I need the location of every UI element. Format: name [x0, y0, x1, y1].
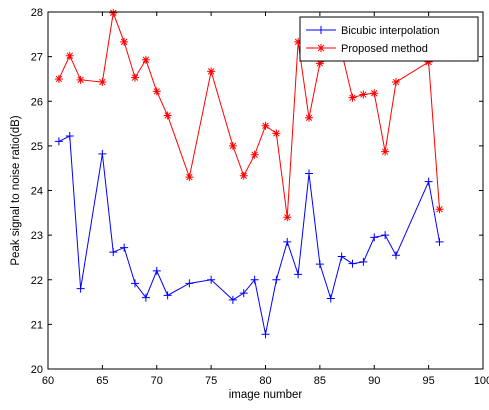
data-point — [348, 259, 357, 268]
data-point — [228, 295, 237, 304]
data-point — [283, 237, 292, 246]
data-point — [120, 37, 129, 46]
data-point — [207, 275, 216, 284]
y-tick-label: 23 — [31, 230, 43, 242]
data-point — [294, 37, 303, 46]
x-axis-label: image number — [229, 389, 303, 401]
legend-box — [299, 16, 479, 62]
data-point — [261, 121, 270, 130]
x-tick-label: 65 — [96, 375, 108, 387]
data-point — [261, 330, 270, 339]
x-tick-label: 75 — [205, 375, 217, 387]
x-tick-label: 95 — [423, 375, 435, 387]
data-point — [120, 243, 129, 252]
data-point — [207, 67, 216, 76]
x-tick-label: 70 — [151, 375, 163, 387]
data-point — [163, 291, 172, 300]
data-point — [424, 57, 433, 66]
data-point — [381, 147, 390, 156]
x-tick-label: 100 — [474, 375, 489, 387]
series-bicubic — [54, 132, 444, 339]
data-point — [294, 270, 303, 279]
data-point — [424, 177, 433, 186]
data-point — [392, 251, 400, 260]
x-tick-label: 90 — [368, 375, 380, 387]
y-axis-label: Peak signal to noise ratio(dB) — [10, 115, 22, 265]
legend: Bicubic interpolation Proposed method — [299, 16, 479, 62]
series-proposed — [54, 8, 444, 222]
data-point — [305, 113, 313, 122]
plot-area — [48, 12, 483, 369]
data-point — [76, 75, 85, 84]
data-point — [185, 173, 194, 182]
data-point — [283, 213, 292, 222]
data-point — [359, 90, 368, 99]
data-point — [163, 111, 172, 120]
data-point — [359, 257, 368, 266]
plot-frame — [47, 11, 484, 370]
data-point — [348, 93, 357, 102]
data-point — [141, 293, 150, 302]
data-point — [152, 266, 161, 275]
data-point — [337, 252, 346, 261]
y-tick-label: 22 — [31, 275, 43, 287]
data-point — [109, 8, 118, 17]
y-tick-label: 25 — [31, 141, 43, 153]
data-point — [98, 78, 107, 87]
series-layer — [54, 8, 444, 339]
data-point — [239, 171, 248, 180]
x-tick-label: 60 — [42, 375, 54, 387]
legend-label-bicubic: Bicubic interpolation — [341, 25, 439, 37]
data-point — [131, 73, 139, 82]
data-point — [65, 51, 74, 60]
data-point — [435, 237, 444, 246]
data-point — [305, 169, 313, 178]
data-point — [381, 231, 390, 240]
data-point — [272, 129, 281, 138]
legend-marker-proposed — [317, 44, 325, 52]
data-point — [185, 279, 194, 288]
data-point — [315, 260, 324, 269]
x-tick-label: 85 — [314, 375, 326, 387]
y-tick-label: 24 — [31, 186, 43, 198]
data-point — [315, 59, 324, 68]
legend-marker-shape — [317, 26, 325, 34]
y-tick-label: 20 — [31, 364, 43, 376]
data-point — [435, 205, 444, 214]
legend-label-proposed: Proposed method — [341, 43, 428, 55]
data-point — [250, 275, 259, 284]
x-tick-label: 80 — [259, 375, 271, 387]
axis-ticks: 60 65 70 75 80 85 90 95 100 20 21 22 23 24 25 26 27 28 — [31, 7, 489, 387]
data-point — [272, 275, 281, 284]
series-line — [58, 135, 440, 335]
legend-marker-shape — [317, 44, 325, 52]
data-point — [141, 55, 150, 64]
y-tick-label: 26 — [31, 96, 43, 108]
data-point — [131, 279, 139, 288]
data-point — [54, 137, 63, 146]
y-tick-label: 21 — [31, 319, 43, 331]
data-point — [54, 74, 63, 83]
y-tick-label: 27 — [31, 52, 43, 64]
data-point — [76, 284, 85, 293]
data-point — [370, 233, 379, 242]
data-point — [326, 294, 335, 303]
data-point — [152, 87, 161, 96]
y-tick-label: 28 — [31, 7, 43, 19]
data-point — [370, 89, 379, 98]
data-point — [109, 248, 118, 257]
data-point — [250, 150, 259, 159]
data-point — [65, 132, 74, 141]
data-point — [239, 289, 248, 298]
data-point — [228, 141, 237, 150]
legend-marker-bicubic — [317, 26, 325, 34]
data-point — [392, 78, 400, 87]
data-point — [98, 149, 107, 158]
